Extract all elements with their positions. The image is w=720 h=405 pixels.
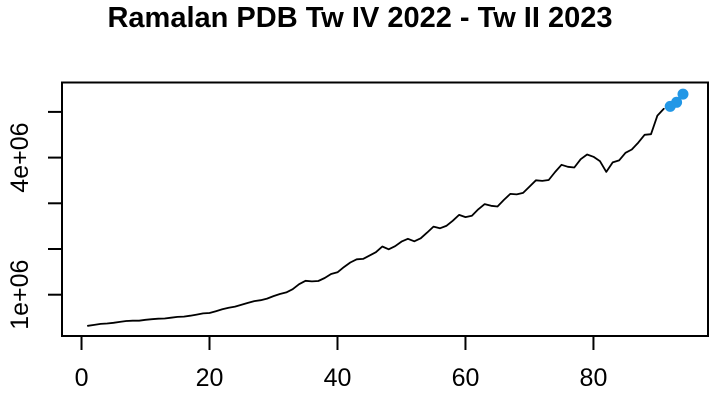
x-axis-tick-label: 60 xyxy=(452,364,480,392)
plot-border xyxy=(61,81,709,337)
x-axis-tick-label: 80 xyxy=(580,364,608,392)
x-axis-tick-label: 0 xyxy=(75,364,89,392)
x-axis-tick-label: 40 xyxy=(324,364,352,392)
observed-gdp-line xyxy=(87,107,665,327)
y-axis-tick-label: 4e+06 xyxy=(6,122,34,192)
y-axis-tick-label: 1e+06 xyxy=(6,260,34,330)
chart-title: Ramalan PDB Tw IV 2022 - Tw II 2023 xyxy=(107,2,613,34)
forecast-point xyxy=(671,96,683,108)
forecast-point xyxy=(677,88,689,100)
x-axis-tick-label: 20 xyxy=(196,364,224,392)
